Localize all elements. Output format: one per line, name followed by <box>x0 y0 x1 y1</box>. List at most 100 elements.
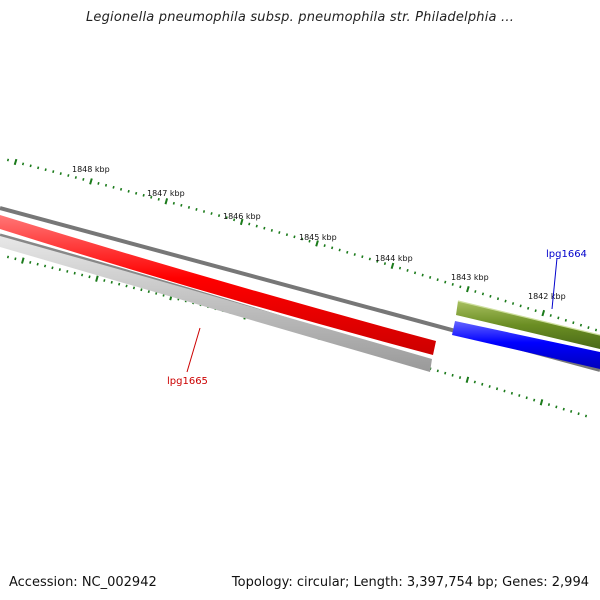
genome-info-text: Topology: circular; Length: 3,397,754 bp… <box>231 575 589 590</box>
minor-tick <box>527 306 530 310</box>
minor-tick <box>285 233 289 237</box>
minor-tick <box>263 226 266 230</box>
minor-tick <box>361 255 364 259</box>
minor-tick <box>458 376 462 380</box>
minor-tick <box>451 373 454 377</box>
major-tick <box>164 198 169 205</box>
minor-tick <box>368 257 371 261</box>
major-tick <box>465 376 470 383</box>
minor-tick <box>21 162 25 166</box>
tick-label: 1846 kbp <box>223 212 261 221</box>
minor-tick <box>233 218 236 222</box>
minor-tick <box>118 282 121 286</box>
minor-tick <box>37 166 40 170</box>
minor-tick <box>489 294 492 298</box>
minor-tick <box>225 216 228 220</box>
minor-tick <box>73 271 76 275</box>
minor-tick <box>125 284 128 288</box>
minor-tick <box>172 201 175 205</box>
minor-tick <box>519 304 522 308</box>
minor-tick <box>210 212 213 215</box>
minor-tick <box>180 203 183 207</box>
lpg1664-leader-line <box>551 257 558 310</box>
minor-tick <box>570 409 573 413</box>
minor-tick <box>43 264 47 268</box>
major-tick <box>466 286 470 293</box>
minor-tick <box>436 278 439 282</box>
minor-tick <box>278 231 281 234</box>
minor-tick <box>481 292 485 296</box>
minor-tick <box>29 164 32 168</box>
lpg1665-leader-line <box>186 327 201 373</box>
major-tick <box>539 399 544 406</box>
minor-tick <box>66 270 69 273</box>
gene-label-lpg1664[interactable]: lpg1664 <box>546 249 587 260</box>
gene-lpg1665[interactable] <box>0 215 436 355</box>
minor-tick <box>534 309 537 313</box>
orf-feature[interactable] <box>456 301 600 349</box>
minor-tick <box>579 323 583 327</box>
minor-tick <box>376 259 379 263</box>
minor-tick <box>36 262 39 266</box>
major-tick <box>315 240 319 247</box>
minor-tick <box>436 369 439 373</box>
minor-tick <box>549 314 552 317</box>
minor-tick <box>187 205 191 209</box>
minor-tick <box>577 412 580 416</box>
tick-label: 1847 kbp <box>147 189 185 198</box>
minor-tick <box>81 273 84 277</box>
minor-tick <box>88 275 91 279</box>
minor-tick <box>202 210 206 213</box>
minor-tick <box>398 266 402 270</box>
gene-label-lpg1665[interactable]: lpg1665 <box>167 376 208 387</box>
minor-tick <box>132 286 136 290</box>
minor-tick <box>533 398 536 402</box>
minor-tick <box>270 228 273 232</box>
gc-content-track <box>0 236 432 372</box>
minor-tick <box>323 244 326 248</box>
map-title: Legionella pneumophila subsp. pneumophil… <box>85 10 515 25</box>
minor-tick <box>255 224 258 228</box>
minor-tick <box>421 273 424 277</box>
minor-tick <box>496 297 500 301</box>
tick-label: 1848 kbp <box>72 165 110 174</box>
minor-tick <box>67 174 70 177</box>
minor-tick <box>481 382 484 386</box>
minor-tick <box>59 172 62 176</box>
minor-tick <box>511 302 515 305</box>
accession-text: Accession: NC_002942 <box>9 575 157 590</box>
minor-tick <box>135 191 138 195</box>
minor-tick <box>353 253 356 256</box>
major-tick <box>13 158 18 166</box>
major-tick <box>95 275 99 282</box>
minor-tick <box>564 318 567 322</box>
major-tick <box>21 257 25 264</box>
minor-tick <box>518 394 521 397</box>
gene-lpg1664[interactable] <box>452 321 600 369</box>
minor-tick <box>140 288 143 292</box>
minor-tick <box>14 257 17 261</box>
minor-tick <box>112 185 115 189</box>
minor-tick <box>331 246 334 250</box>
scale-labels: 1848 kbp 1847 kbp 1846 kbp 1845 kbp 1844… <box>72 165 566 301</box>
major-tick <box>390 262 395 269</box>
minor-tick <box>584 414 588 418</box>
minor-tick <box>150 195 153 199</box>
minor-tick <box>413 271 417 275</box>
minor-tick <box>51 266 54 270</box>
tick-label: 1842 kbp <box>528 292 566 301</box>
major-tick <box>239 218 244 226</box>
minor-tick <box>29 260 32 264</box>
minor-tick <box>97 181 100 185</box>
minor-tick <box>300 237 304 241</box>
major-tick <box>89 178 93 185</box>
minor-tick <box>510 391 513 395</box>
minor-tick <box>82 177 85 181</box>
minor-tick <box>142 193 145 197</box>
minor-tick <box>473 380 476 384</box>
minor-tick <box>248 222 251 226</box>
minor-tick <box>444 280 447 284</box>
minor-tick <box>293 235 296 239</box>
minor-tick <box>155 292 158 295</box>
